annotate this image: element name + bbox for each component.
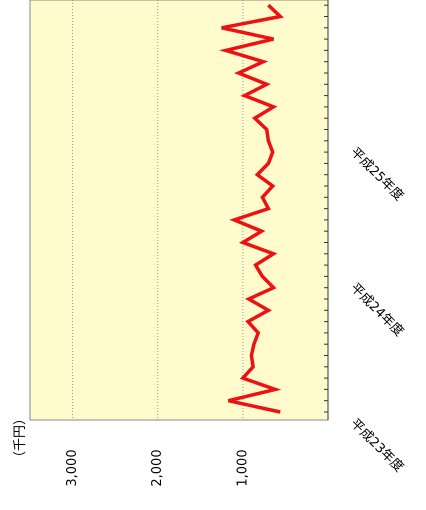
y-tick-label: 1,000 [235,449,250,486]
plot-area [29,0,329,421]
x-tick-label: 平成25年度 [347,144,407,204]
y-axis-label: （千円） [13,412,28,464]
data-line [219,3,284,414]
y-tick-label: 3,000 [65,449,80,486]
y-tick-label: 2,000 [150,449,165,486]
x-tick-label: 平成24年度 [347,280,407,340]
x-tick-label: 平成23年度 [347,416,407,476]
